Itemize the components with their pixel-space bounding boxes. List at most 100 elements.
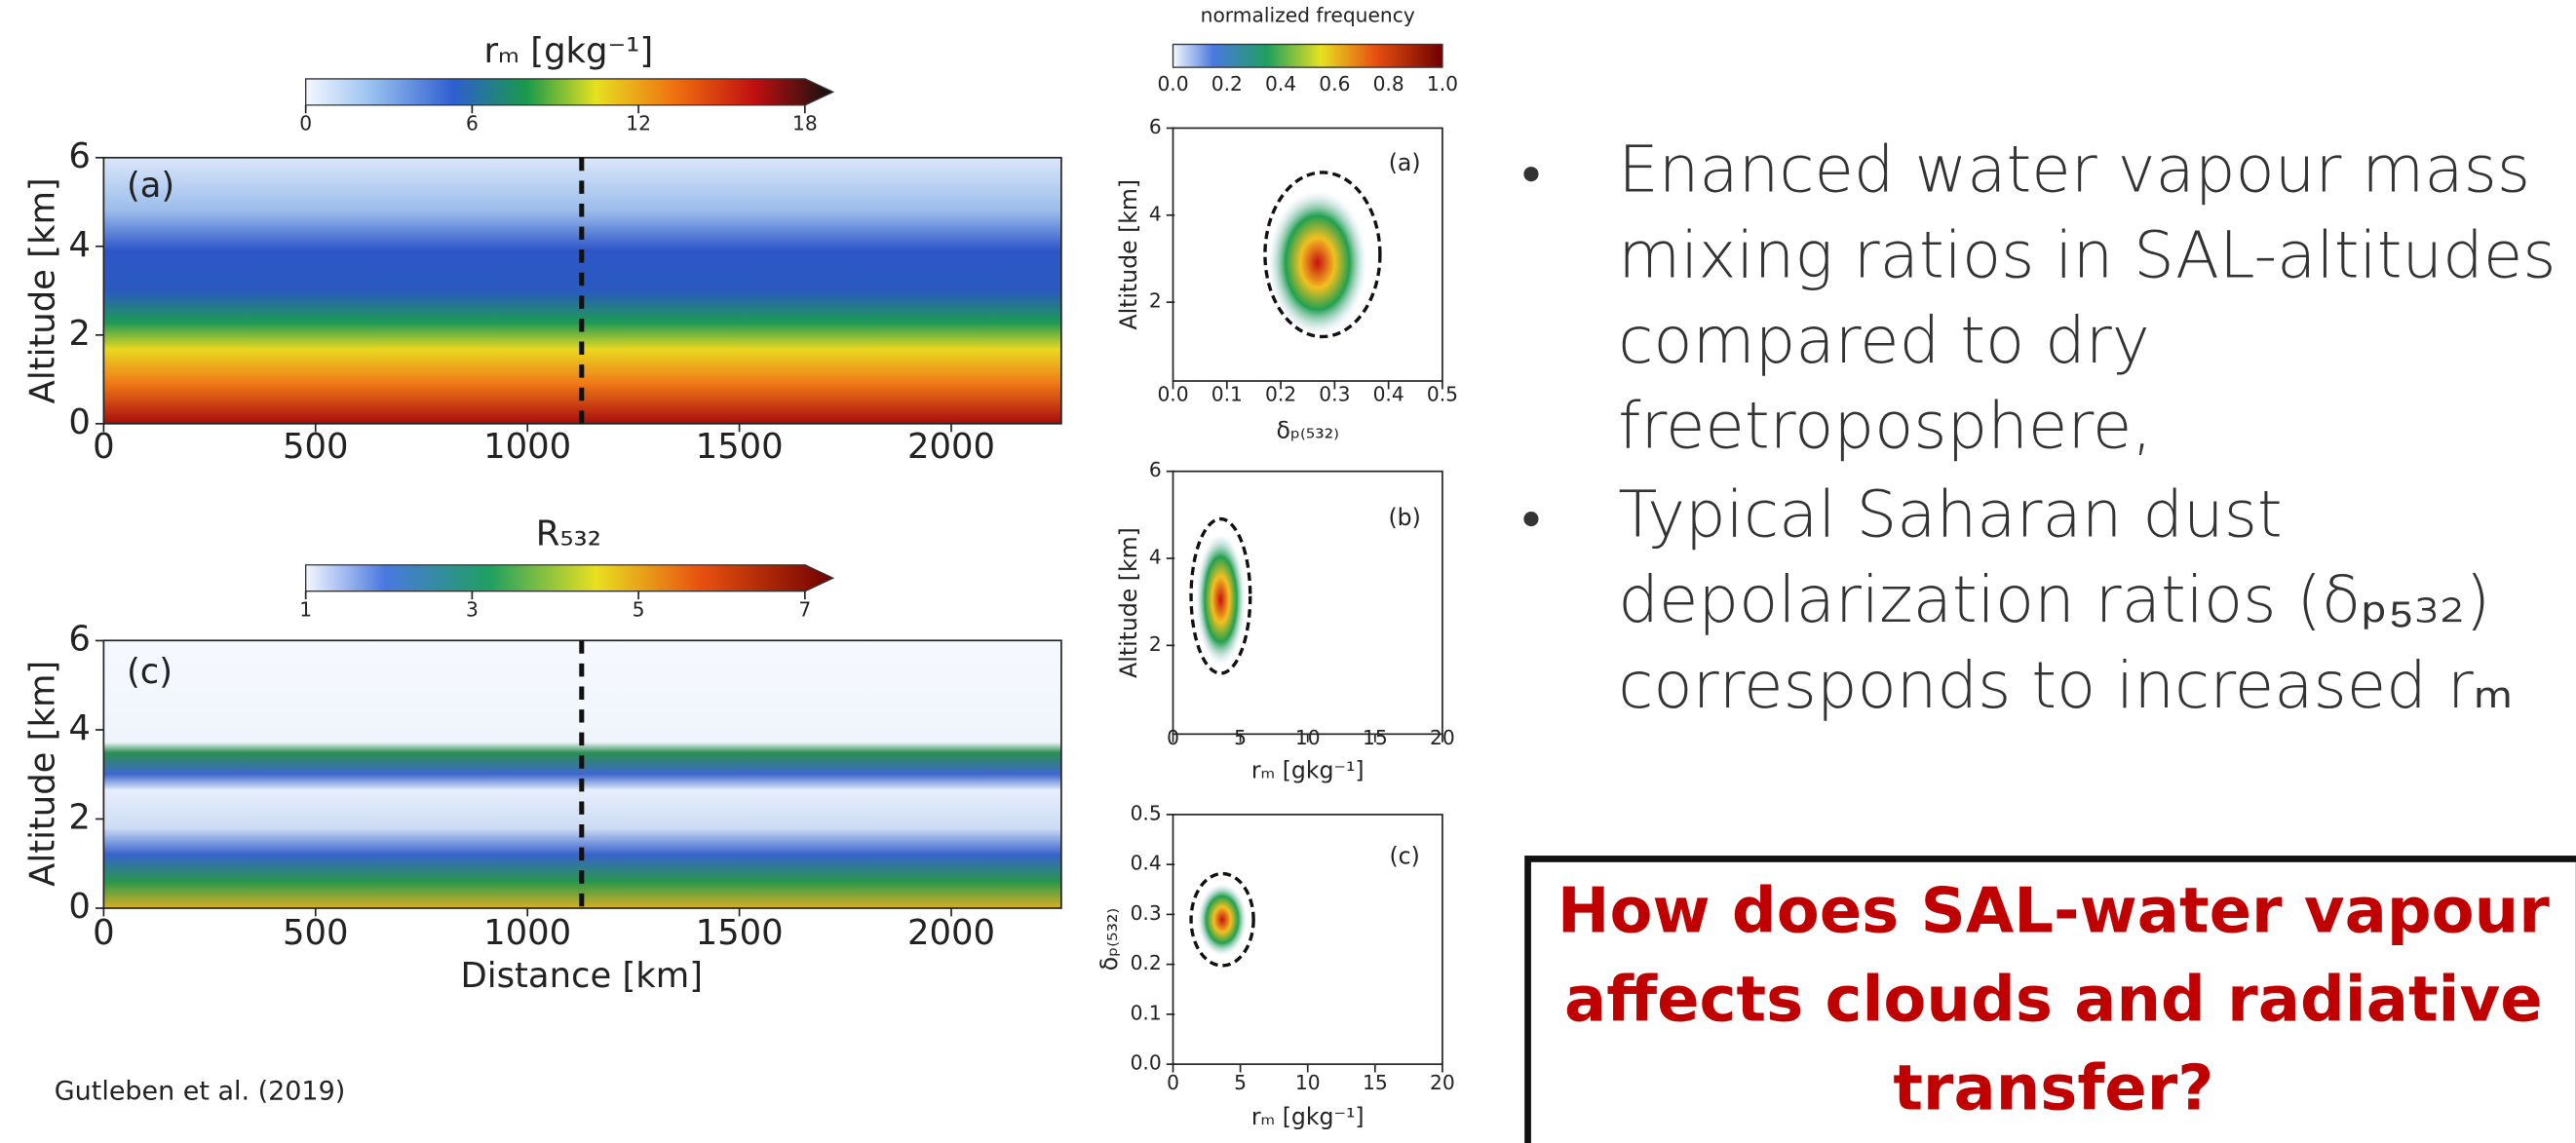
bullet-dot (1523, 167, 1539, 182)
x-tick-label: 0 (93, 913, 115, 953)
x-tick-label: 18 (792, 112, 818, 135)
question-text: How does SAL-water vapour (1557, 875, 2550, 947)
panel-label: (a) (127, 166, 174, 206)
y-tick-label: 2 (68, 797, 91, 837)
x-tick-label: 0 (1167, 726, 1179, 749)
x-tick-label: 500 (283, 427, 349, 467)
y-tick-label: 0 (68, 402, 91, 442)
dashed-ellipse (1189, 871, 1255, 968)
x-tick-label: 5 (1234, 1071, 1247, 1094)
x-axis-label: δₚ₍₅₃₂₎ (1276, 417, 1338, 444)
colorbar (304, 78, 835, 106)
y-tick-label: 2 (1149, 632, 1162, 656)
x-tick-label: 20 (1430, 726, 1455, 749)
x-tick-label: 1 (299, 597, 312, 621)
x-tick-label: 0.5 (1427, 383, 1458, 406)
y-tick-label: 6 (1149, 115, 1162, 138)
x-tick-label: 0.0 (1157, 383, 1188, 406)
heatmap (102, 156, 1062, 425)
x-tick-label: 0 (1167, 1071, 1179, 1094)
x-tick-label: 15 (1363, 726, 1388, 749)
y-axis-label: Altitude [km] (1115, 179, 1142, 330)
question-box (1524, 856, 2576, 1143)
x-tick-label: 0.4 (1265, 72, 1296, 95)
question-text: affects clouds and radiative (1564, 964, 2543, 1036)
bullet-text: freetroposphere, (1618, 390, 2152, 464)
x-axis-label: rₘ [gkg⁻¹] (1251, 757, 1365, 784)
x-tick-label: 0.2 (1265, 383, 1296, 406)
x-tick-label: 0.2 (1211, 72, 1243, 95)
x-tick-label: 0.8 (1373, 72, 1404, 95)
x-tick-label: 15 (1363, 1071, 1388, 1094)
y-axis-label: Altitude [km] (23, 177, 63, 403)
colorbar-label: R₅₃₂ (536, 514, 601, 553)
dashed-ellipse (1189, 516, 1252, 675)
x-tick-label: 1.0 (1427, 72, 1458, 95)
citation: Gutleben et al. (2019) (55, 1076, 345, 1106)
y-axis-label: δₚ₍₅₃₂₎ (1096, 908, 1123, 971)
panel-label: (a) (1389, 149, 1421, 176)
x-tick-label: 3 (466, 597, 479, 621)
panel-label: (c) (127, 652, 173, 692)
colorbar (304, 564, 835, 592)
y-tick-label: 0.1 (1131, 1001, 1162, 1024)
colorbar-label: normalized frequency (1201, 3, 1415, 26)
y-tick-label: 4 (1149, 202, 1162, 225)
y-tick-label: 0.5 (1131, 801, 1162, 824)
question-text: transfer? (1893, 1052, 2213, 1124)
x-tick-label: 0.0 (1157, 72, 1188, 95)
bullet-text: corresponds to increased rₘ (1618, 649, 2513, 723)
dashed-ellipse (1263, 171, 1382, 339)
y-tick-label: 6 (68, 619, 91, 659)
x-tick-label: 5 (633, 597, 645, 621)
y-tick-label: 0.4 (1131, 852, 1162, 875)
y-tick-label: 2 (68, 314, 91, 354)
x-tick-label: 2000 (907, 913, 995, 953)
bullet-dot (1523, 511, 1539, 527)
x-tick-label: 2000 (907, 427, 995, 467)
x-tick-label: 1000 (483, 427, 571, 467)
x-axis-label: Distance [km] (461, 956, 703, 996)
x-tick-label: 12 (626, 112, 651, 135)
panel-label: (c) (1389, 842, 1419, 869)
bullet-text: compared to dry (1618, 304, 2149, 378)
y-tick-label: 4 (68, 708, 91, 748)
y-tick-label: 6 (1149, 458, 1162, 481)
colorbar (1172, 43, 1443, 68)
x-axis-label: rₘ [gkg⁻¹] (1251, 1103, 1365, 1130)
bullet-text: depolarization ratios (δₚ₅₃₂) (1618, 563, 2490, 637)
y-tick-label: 0.0 (1131, 1051, 1162, 1075)
colorbar-label: rₘ [gkg⁻¹] (483, 31, 653, 71)
bullet-text: Enanced water vapour mass (1618, 133, 2530, 208)
x-tick-label: 6 (466, 112, 479, 135)
bullet-text: mixing ratios in SAL-altitudes (1618, 218, 2556, 292)
y-tick-label: 4 (68, 225, 91, 265)
y-tick-label: 6 (68, 136, 91, 176)
x-tick-label: 1000 (483, 913, 571, 953)
x-tick-label: 0.3 (1319, 383, 1350, 406)
x-tick-label: 500 (283, 913, 349, 953)
y-axis-label: Altitude [km] (1115, 527, 1142, 678)
y-tick-label: 0 (68, 887, 91, 927)
x-tick-label: 10 (1295, 726, 1321, 749)
y-axis-label: Altitude [km] (23, 661, 63, 887)
x-tick-label: 10 (1295, 1071, 1321, 1094)
y-tick-label: 4 (1149, 546, 1162, 569)
x-tick-label: 0 (299, 112, 312, 135)
x-tick-label: 1500 (696, 427, 784, 467)
heatmap (102, 639, 1062, 909)
panel-label: (b) (1388, 504, 1420, 531)
x-tick-label: 0.6 (1319, 72, 1350, 95)
x-tick-label: 7 (798, 597, 811, 621)
x-tick-label: 0.4 (1373, 383, 1404, 406)
y-tick-label: 0.3 (1131, 901, 1162, 925)
x-tick-label: 0 (93, 427, 115, 467)
x-tick-label: 1500 (696, 913, 784, 953)
density-blob (1197, 883, 1248, 956)
y-tick-label: 2 (1149, 289, 1162, 313)
density-blob (1196, 533, 1246, 666)
x-tick-label: 20 (1430, 1071, 1455, 1094)
y-tick-label: 0.2 (1131, 951, 1162, 974)
bullet-text: Typical Saharan dust (1618, 478, 2282, 552)
